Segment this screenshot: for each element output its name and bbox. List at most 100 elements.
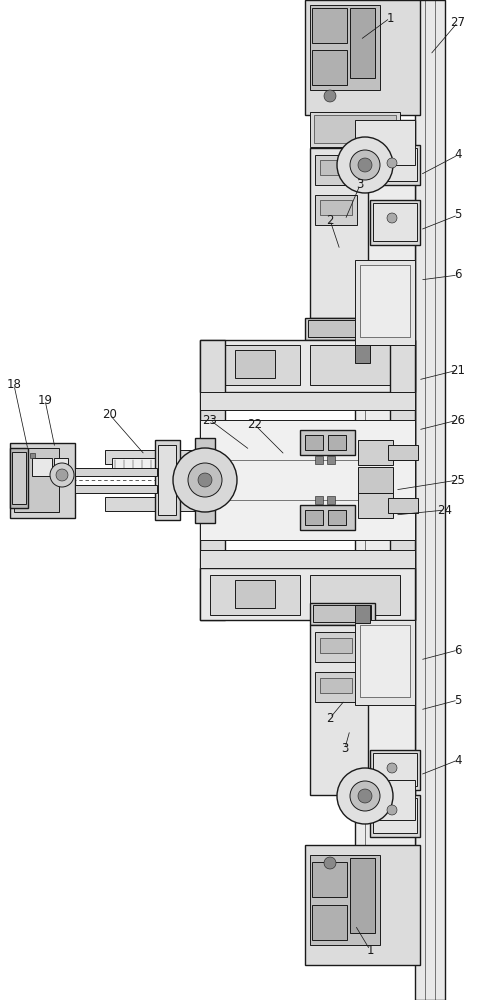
Text: 1: 1 [366,944,374,956]
Bar [390,340,415,620]
Text: 20: 20 [103,408,118,422]
Bar [315,155,357,185]
Bar [310,575,400,615]
Text: 6: 6 [454,268,462,282]
Bar [200,340,415,392]
Bar [310,345,400,385]
Text: 19: 19 [37,393,52,406]
Bar [360,625,410,697]
Bar [320,200,352,215]
Circle shape [56,469,68,481]
Bar [355,120,415,165]
Bar [235,350,275,378]
Bar [370,145,420,185]
Text: 21: 21 [451,363,466,376]
Bar [370,200,420,245]
Circle shape [324,90,336,102]
Bar [315,672,357,702]
Bar [305,435,323,450]
Bar [54,458,68,476]
Bar [310,855,380,945]
Text: 3: 3 [341,742,348,754]
Text: 27: 27 [451,15,466,28]
Text: 25: 25 [451,474,466,487]
Circle shape [387,805,397,815]
Bar [310,603,375,625]
Bar [200,392,415,410]
Bar [350,8,375,78]
Bar [310,5,380,90]
Bar [200,420,415,540]
Text: 5: 5 [454,209,462,222]
Bar [355,345,370,363]
Bar [305,510,323,525]
Circle shape [198,473,212,487]
Bar [315,496,323,504]
Bar [328,510,346,525]
Circle shape [387,763,397,773]
Bar [358,493,393,518]
Bar [308,320,366,337]
Bar [415,0,445,1000]
Bar [358,467,393,493]
Bar [360,265,410,337]
Bar [75,468,157,476]
Circle shape [358,158,372,172]
Bar [320,160,352,175]
Bar [355,780,415,820]
Bar [315,632,357,662]
Text: 24: 24 [437,504,453,516]
Text: 2: 2 [326,712,334,724]
Bar [358,440,393,465]
Bar [315,456,323,464]
Text: 5: 5 [454,694,462,706]
Text: 2: 2 [326,214,334,227]
Bar [200,340,225,620]
Circle shape [337,137,393,193]
Text: 6: 6 [454,644,462,656]
Bar [210,575,300,615]
Bar [200,568,415,620]
Bar [305,0,420,115]
Bar [310,625,368,795]
Circle shape [173,448,237,512]
Bar [12,452,26,504]
Bar [313,605,371,622]
Bar [370,795,420,837]
Circle shape [50,463,74,487]
Circle shape [337,768,393,824]
Circle shape [358,789,372,803]
Text: 22: 22 [248,418,263,432]
Bar [305,318,370,340]
Bar [75,485,157,493]
Bar [373,148,417,181]
Bar [314,115,396,143]
Bar [235,580,275,608]
Bar [320,638,352,653]
Bar [355,620,415,705]
Bar [373,753,417,786]
Bar [327,456,335,464]
Circle shape [350,781,380,811]
Bar [388,445,418,460]
Bar [14,448,59,512]
Text: 1: 1 [386,11,394,24]
Bar [210,345,300,385]
Bar [158,445,176,515]
Text: 26: 26 [451,414,466,426]
Bar [200,550,415,568]
Bar [355,120,415,880]
Bar [112,458,187,476]
Bar [327,496,335,504]
Bar [328,435,346,450]
Text: 4: 4 [454,754,462,766]
Bar [30,453,35,458]
Bar [155,440,180,520]
Bar [320,678,352,693]
Circle shape [324,857,336,869]
Bar [350,858,375,933]
Bar [315,195,357,225]
Bar [355,260,415,345]
Bar [312,8,347,43]
Bar [10,448,28,508]
